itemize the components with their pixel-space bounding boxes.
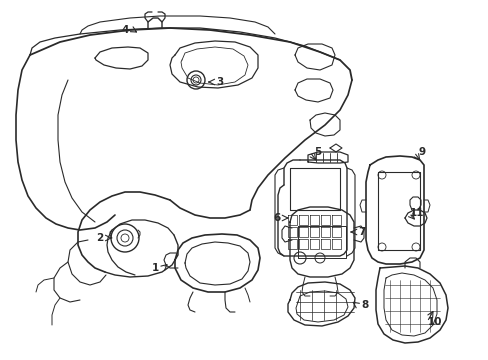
Text: 6: 6: [273, 213, 280, 223]
Text: 2: 2: [96, 233, 103, 243]
Text: 5: 5: [314, 147, 321, 157]
Text: 10: 10: [427, 317, 441, 327]
Text: 9: 9: [418, 147, 425, 157]
Text: 11: 11: [409, 208, 424, 218]
Text: 8: 8: [361, 300, 368, 310]
Text: 7: 7: [358, 227, 365, 237]
Text: 1: 1: [151, 263, 158, 273]
Text: 4: 4: [121, 25, 128, 35]
Text: 3: 3: [216, 77, 223, 87]
